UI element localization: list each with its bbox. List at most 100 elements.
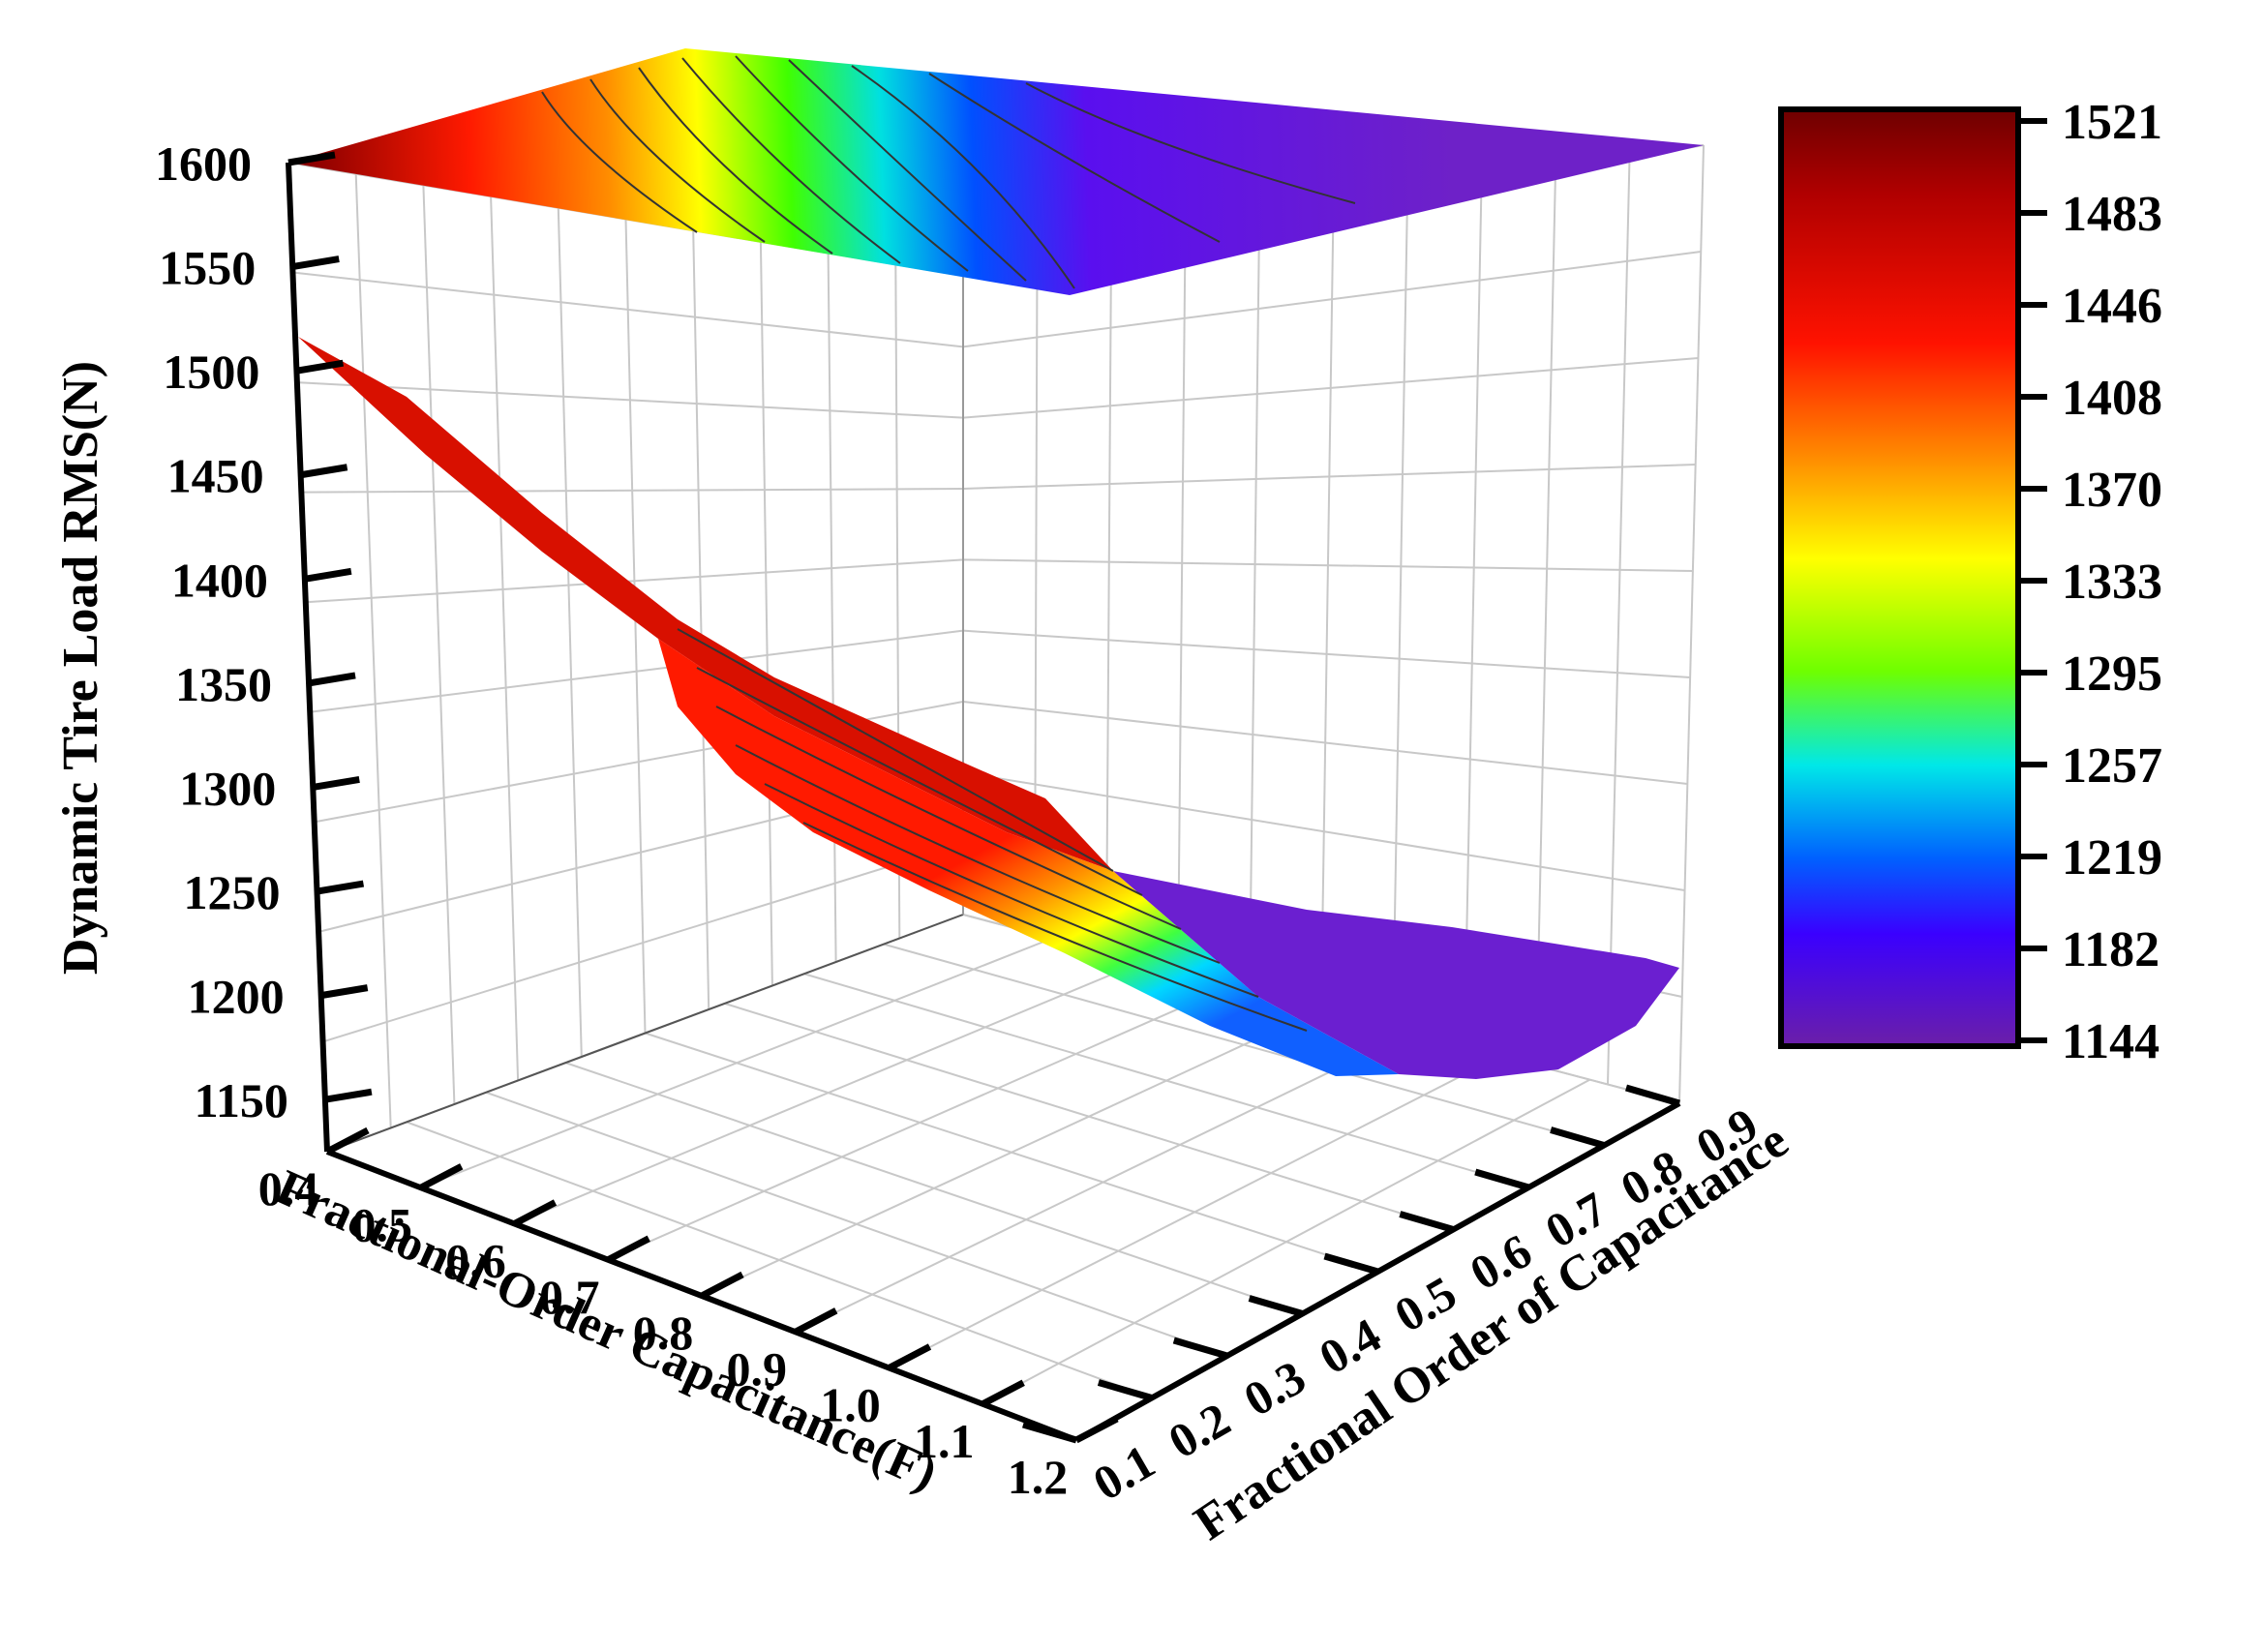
z-tick-label: 1600 (155, 136, 252, 191)
right-wall-grid-vline (1464, 184, 1483, 1047)
right-wall-grid-vline (1678, 144, 1705, 1104)
left-wall-grid-vline (490, 196, 520, 1081)
top-contour-line (788, 59, 1027, 282)
y-tick-mark (1022, 1421, 1077, 1444)
z-tick-label: 1300 (179, 761, 276, 815)
x-tick-label: 1.0 (820, 1378, 881, 1432)
surface-gradient-band (658, 639, 1399, 1076)
surface-contour-line (677, 628, 1114, 872)
colorbar-tick-label: 1144 (2062, 1014, 2159, 1069)
y-tick-mark (1550, 1126, 1606, 1149)
floor-grid-line (803, 973, 1529, 1188)
z-tick-label: 1250 (183, 865, 280, 919)
z-tick-label: 1350 (175, 657, 272, 711)
right-wall-grid-vline (1320, 210, 1335, 1009)
y-tick-label: 0.1 (1084, 1433, 1163, 1511)
x-tick-label: 0.9 (727, 1341, 788, 1396)
right-wall-grid-hline (962, 464, 1696, 490)
x-tick-mark (887, 1343, 932, 1371)
surface-red-ridge (298, 337, 1113, 871)
right-wall-grid-vline (1535, 170, 1556, 1066)
floor-grid-line (883, 943, 1605, 1147)
surface-contour-line (802, 822, 1308, 1032)
x-tick-label: 0.7 (539, 1270, 600, 1324)
z-tick-mark (287, 151, 336, 166)
x-tick-label: 1.1 (914, 1414, 975, 1468)
floor-back-edge (326, 914, 964, 1153)
surface-contour-line (735, 744, 1221, 964)
left-wall-grid-vline (624, 219, 647, 1034)
left-wall-grid-vline (557, 207, 583, 1058)
y-tick-mark (1172, 1337, 1228, 1360)
top-contour-line (589, 78, 766, 243)
z-tick-mark (320, 984, 369, 1000)
left-wall-grid-hline (310, 629, 964, 713)
colorbar-tick-label: 1446 (2062, 279, 2162, 334)
colorbar-tick-label: 1182 (2062, 922, 2159, 977)
x-tick-label: 0.4 (258, 1161, 319, 1216)
y-tick-mark (1399, 1211, 1455, 1233)
surface-contour-lines (677, 628, 1308, 1032)
z-tick-label: 1400 (171, 553, 268, 607)
y-tick-label: 0.4 (1311, 1307, 1390, 1385)
colorbar-tick-label: 1257 (2062, 738, 2162, 794)
left-wall-grid-hline (292, 271, 964, 348)
right-wall-grid-vline (1249, 223, 1260, 991)
z-tick-label: 1200 (188, 970, 285, 1024)
right-wall-grid-vline (1607, 158, 1631, 1085)
right-wall-grid-hline (962, 558, 1693, 572)
colorbar-tick-label: 1521 (2062, 95, 2162, 150)
left-wall-grid-vline (354, 173, 392, 1128)
top-contour-line (681, 57, 901, 264)
left-wall-grid-hline (301, 488, 964, 494)
y-tick-mark (1097, 1379, 1153, 1401)
left-wall-grid-hline (305, 558, 964, 604)
left-wall-grid-hline (322, 842, 964, 1043)
colorbar: 1521 1483 1446 1408 1370 1333 1295 1257 1219 1182… (1778, 95, 2162, 1069)
colorbar-tick-label: 1370 (2062, 463, 2162, 518)
surface-purple-region (1113, 871, 1679, 1079)
right-wall-grid-vline (1177, 236, 1187, 972)
top-contour-plane (288, 48, 1704, 295)
z-axis-line (286, 162, 330, 1153)
colorbar-tick-label: 1219 (2062, 830, 2162, 886)
y-tick-mark (1248, 1295, 1304, 1317)
x-tick-label: 0.8 (633, 1306, 694, 1360)
z-tick-mark (300, 464, 348, 479)
x-tick-label: 1.2 (1008, 1450, 1069, 1504)
floor-grid-line (724, 1002, 1454, 1231)
left-wall-grid-vline (827, 253, 837, 963)
y-tick-mark (1474, 1168, 1530, 1191)
x-tick-label: 0.6 (445, 1234, 506, 1288)
z-tick-mark (324, 1088, 373, 1103)
x-tick-mark (981, 1379, 1025, 1407)
top-contour-line (735, 55, 969, 272)
z-tick-mark (291, 255, 340, 271)
colorbar-ticks: 1521 1483 1446 1408 1370 1333 1295 1257 1219 1182… (2018, 95, 2162, 1069)
y-axis-ticks: 0.10.20.30.40.50.60.70.80.9 (1022, 1084, 1767, 1511)
x-axis-ticks: 0.4 0.5 0.6 0.7 0.8 0.9 1.0 1.1 1.2 (258, 1126, 1119, 1504)
colorbar-tick-label: 1408 (2062, 371, 2162, 426)
left-wall-grid-vline (692, 230, 710, 1010)
z-tick-label: 1550 (159, 241, 256, 295)
top-contour-line (928, 73, 1221, 243)
top-contour-lines (541, 55, 1356, 289)
z-tick-label: 1450 (167, 449, 264, 503)
right-wall-grid-hline (962, 357, 1699, 419)
z-tick-label: 1150 (195, 1073, 288, 1127)
top-contour-line (851, 65, 1075, 289)
z-tick-mark (295, 359, 344, 375)
floor-grid-line (889, 1055, 1501, 1369)
top-contour-line (638, 67, 833, 255)
x-tick-mark (794, 1307, 838, 1336)
x-tick-mark (325, 1126, 370, 1156)
x-tick-mark (419, 1163, 464, 1191)
right-wall-grid-hline (962, 771, 1685, 891)
z-axis-title: Dynamic Tire Load RMS(N) (53, 361, 108, 975)
right-wall-grid-vline (1105, 249, 1112, 953)
left-wall-grid-vline (759, 241, 773, 986)
top-contour-line (541, 91, 698, 233)
left-wall-grid-hline (296, 381, 964, 419)
colorbar-gradient (1781, 109, 2018, 1046)
z-axis-ticks: 1150 1200 1250 1300 1350 1400 1450 1500 1550 1600 (155, 136, 373, 1127)
